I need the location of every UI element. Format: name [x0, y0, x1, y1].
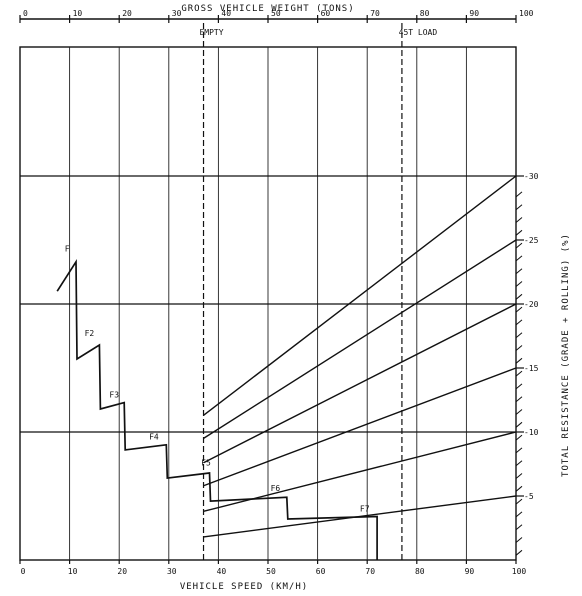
x-tick-label: 60	[316, 567, 326, 576]
right-axis-hatch	[516, 346, 522, 351]
top-tick-label: 70	[370, 9, 380, 18]
weight-marker-label: 45T LOAD	[399, 28, 438, 37]
gear-label: F6	[271, 484, 281, 493]
right-axis-hatch	[516, 384, 522, 389]
resistance-lines	[204, 176, 516, 537]
x-tick-label: 20	[117, 567, 127, 576]
right-axis-hatch	[516, 282, 522, 287]
right-axis-hatch	[516, 320, 522, 325]
right-axis-hatch	[516, 410, 522, 415]
right-tick-label: -20	[524, 300, 539, 309]
x-tick-label: 10	[68, 567, 78, 576]
top-tick-label: 80	[420, 9, 430, 18]
right-axis-hatch	[516, 448, 522, 453]
x-tick-label: 90	[465, 567, 475, 576]
x-tick-label: 80	[415, 567, 425, 576]
gear-label: F	[65, 245, 70, 254]
right-axis-hatch	[516, 474, 522, 479]
top-tick-label: 0	[23, 9, 28, 18]
right-axis-hatch	[516, 512, 522, 517]
right-axis-hatch	[516, 435, 522, 440]
gear-label: F4	[149, 433, 159, 442]
right-axis-hatch	[516, 422, 522, 427]
x-tick-label: 40	[217, 567, 227, 576]
rimpull-curve	[57, 262, 377, 560]
right-axis-hatch	[516, 218, 522, 223]
right-axis-hatch	[516, 371, 522, 376]
top-tick-label: 100	[519, 9, 534, 18]
right-axis-hatch	[516, 294, 522, 299]
x-tick-label: 30	[167, 567, 177, 576]
top-tick-label: 30	[172, 9, 182, 18]
right-axis-hatch	[516, 358, 522, 363]
right-axis-hatch	[516, 269, 522, 274]
x-tick-label: 100	[512, 567, 527, 576]
right-axis-hatch	[516, 525, 522, 530]
gear-labels: F F2 F3 F4 F5 F6 F7	[65, 245, 370, 514]
top-tick-label: 20	[122, 9, 132, 18]
top-axis: 0 10 20 30 40 50 60 70 80 90 100	[20, 9, 534, 23]
resistance-line	[204, 240, 516, 438]
weight-marker-label: EMPTY	[199, 28, 223, 37]
right-axis-hatch	[516, 397, 522, 402]
right-axis-hatch	[516, 230, 522, 235]
x-axis-title: VEHICLE SPEED (KM/H)	[180, 582, 308, 592]
right-axis-hatch	[516, 192, 522, 197]
right-axis: -5 -10 -15 -20 -25 -30	[516, 172, 539, 555]
right-axis-title: TOTAL RESISTANCE (GRADE + ROLLING) (%)	[561, 233, 571, 477]
right-tick-label: -10	[524, 428, 539, 437]
resistance-line	[204, 304, 516, 463]
right-tick-label: -30	[524, 172, 539, 181]
gear-label: F7	[360, 504, 370, 513]
x-tick-label: 70	[365, 567, 375, 576]
right-axis-hatch	[516, 307, 522, 312]
gear-label: F5	[201, 458, 211, 467]
right-tick-label: -15	[524, 364, 539, 373]
resistance-line	[204, 176, 516, 415]
gear-label: F2	[85, 329, 95, 338]
right-axis-hatch	[516, 256, 522, 261]
x-tick-label: 50	[266, 567, 276, 576]
top-tick-label: 90	[469, 9, 479, 18]
x-tick-label: 0	[21, 567, 26, 576]
top-tick-label: 40	[221, 9, 231, 18]
right-tick-label: -5	[524, 492, 534, 501]
bottom-axis: 0 10 20 30 40 50 60 70 80 90 100	[20, 560, 526, 576]
resistance-line	[204, 368, 516, 486]
rimpull-curve-group	[57, 262, 377, 560]
right-axis-hatch	[516, 499, 522, 504]
right-axis-hatch	[516, 550, 522, 555]
top-tick-label: 60	[321, 9, 331, 18]
top-tick-label: 10	[73, 9, 83, 18]
right-axis-hatch	[516, 486, 522, 491]
right-tick-label: -25	[524, 236, 539, 245]
right-axis-hatch	[516, 333, 522, 338]
plot-grid	[20, 47, 516, 560]
top-tick-label: 50	[271, 9, 281, 18]
right-axis-hatch	[516, 243, 522, 248]
right-axis-hatch	[516, 205, 522, 210]
right-axis-hatch	[516, 461, 522, 466]
gear-label: F3	[109, 390, 119, 399]
weight-markers: EMPTY 45T LOAD	[199, 23, 437, 560]
right-axis-hatch	[516, 538, 522, 543]
